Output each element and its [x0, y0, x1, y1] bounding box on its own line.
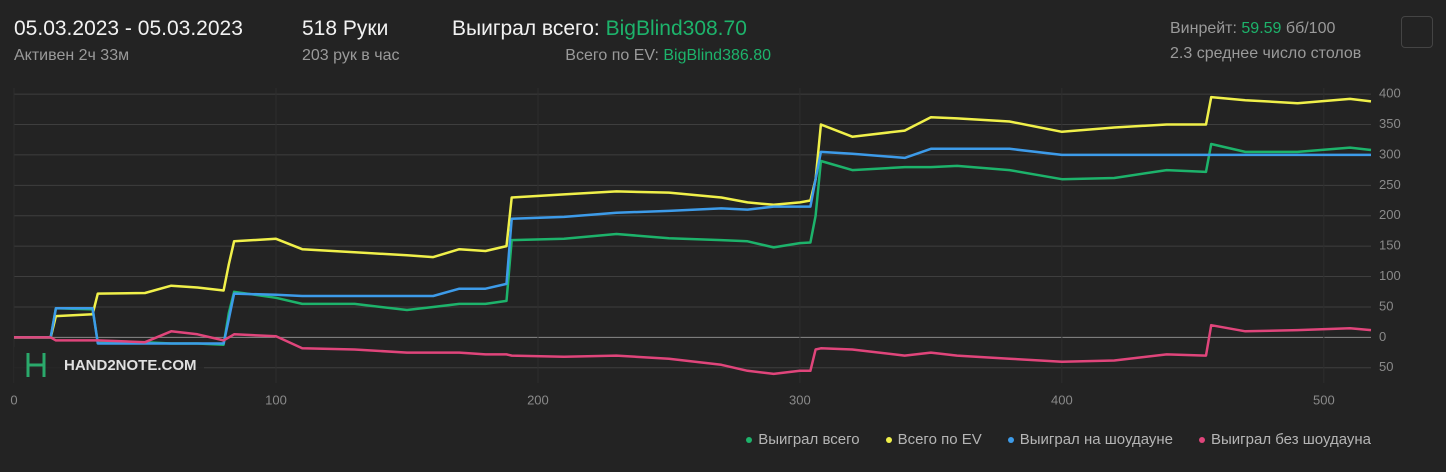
legend-label: Выиграл без шоудауна	[1211, 431, 1371, 448]
y-tick-label: 350	[1379, 116, 1401, 131]
legend-label: Выиграл всего	[758, 431, 860, 448]
won-label: Выиграл всего:	[452, 17, 600, 40]
x-tick-label: 0	[10, 392, 17, 407]
x-tick-label: 100	[265, 392, 287, 407]
x-tick-label: 200	[527, 392, 549, 407]
watermark: HAND2NOTE.COM	[14, 347, 204, 383]
legend-marker	[746, 437, 753, 444]
legend-label: Выиграл на шоудауне	[1019, 431, 1174, 448]
y-tick-label: 400	[1379, 86, 1401, 101]
x-tick-label: 500	[1313, 392, 1335, 407]
active-time: Активен 2ч 33м	[14, 47, 130, 64]
series-line	[14, 323, 1372, 376]
x-tick-label: 400	[1051, 392, 1073, 407]
legend-marker	[1199, 437, 1206, 444]
y-tick-label: 50	[1379, 359, 1393, 374]
y-tick-label: 300	[1379, 146, 1401, 161]
won-value: BigBlind308.70	[605, 17, 747, 40]
series-line	[14, 147, 1371, 345]
y-tick-label: 0	[1379, 329, 1386, 344]
y-tick-label: 100	[1379, 268, 1401, 283]
legend: Выиграл всего Всего по EV Выиграл на шоуда…	[746, 431, 1371, 448]
winrate-label: Винрейт:	[1170, 20, 1237, 37]
series-line	[14, 142, 1372, 346]
legend-item[interactable]: Выиграл на шоудауне	[1007, 431, 1174, 448]
y-tick-label: 200	[1379, 207, 1401, 222]
winrate-value: 59.59	[1241, 20, 1282, 37]
y-tick-label: 250	[1379, 177, 1401, 192]
winrate-unit: бб/100	[1285, 20, 1336, 37]
settings-button[interactable]	[1401, 16, 1433, 48]
hands: 518 Руки	[302, 17, 389, 40]
legend-marker	[885, 437, 892, 444]
legend-item[interactable]: Всего по EV	[885, 431, 982, 448]
legend-item[interactable]: Выиграл всего	[746, 431, 860, 448]
legend-item[interactable]: Выиграл без шоудауна	[1199, 431, 1371, 448]
legend-marker	[1007, 437, 1014, 444]
hands-per-hour: 203 рук в час	[302, 47, 400, 64]
tables: 2.3 среднее число столов	[1170, 45, 1362, 62]
legend-label: Всего по EV	[897, 431, 982, 448]
watermark-text: HAND2NOTE.COM	[64, 357, 197, 374]
ev-value: BigBlind386.80	[663, 47, 771, 64]
logo	[26, 353, 46, 377]
x-tick-label: 300	[789, 392, 811, 407]
y-tick-label: 150	[1379, 238, 1401, 253]
y-tick-label: 50	[1379, 298, 1393, 313]
series-line	[14, 95, 1372, 339]
date-range: 05.03.2023 - 05.03.2023	[14, 17, 243, 40]
ev-label: Всего по EV:	[565, 47, 659, 64]
